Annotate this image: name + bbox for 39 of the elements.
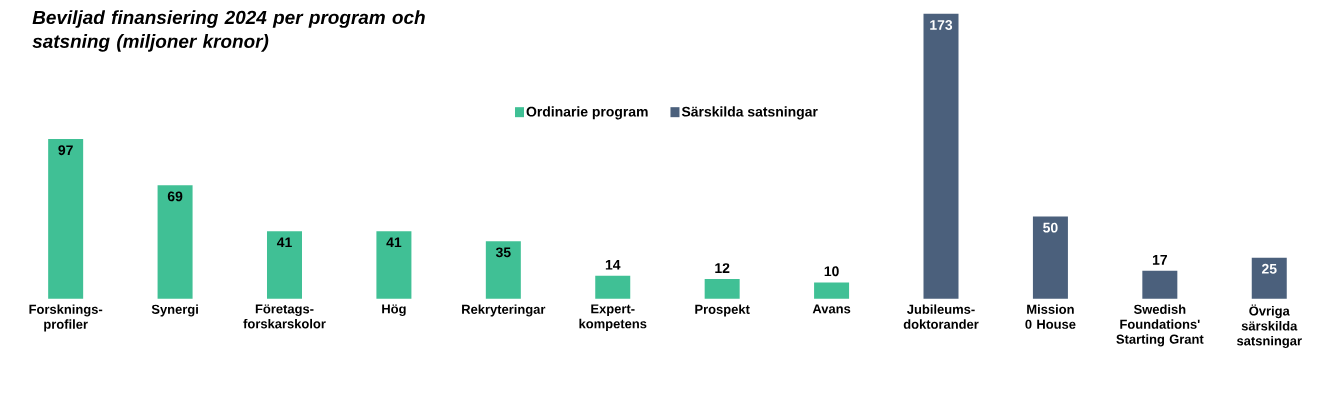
bar <box>704 279 740 299</box>
x-tick-label: Mission 0 House <box>1025 304 1076 329</box>
bar <box>485 241 521 299</box>
bar <box>376 231 412 299</box>
data-label: 50 <box>1043 222 1058 233</box>
bar <box>266 231 302 299</box>
x-tick-label: Prospekt <box>695 304 750 317</box>
data-label: 173 <box>930 20 953 30</box>
data-label: 69 <box>167 191 183 202</box>
data-label: 14 <box>605 260 621 270</box>
data-label: 10 <box>824 266 839 277</box>
bar <box>157 185 193 299</box>
x-tick-label: Forsknings-profiler <box>29 304 103 332</box>
x-tick-label: Hög <box>382 304 406 317</box>
data-label: 25 <box>1261 263 1277 274</box>
bar <box>814 282 850 299</box>
x-tick-label: Jubileums-doktorander <box>903 304 979 329</box>
x-tick-label: Avans <box>812 304 851 314</box>
x-tick-label: Företags-forskarskolor <box>243 304 326 329</box>
legend-label: Särskilda satsningar <box>681 106 818 120</box>
bar <box>1142 270 1178 299</box>
x-tick-label: Synergi <box>151 304 198 317</box>
bar <box>48 139 84 299</box>
bar <box>595 275 631 299</box>
data-label: 12 <box>715 263 730 273</box>
data-label: 35 <box>495 247 511 258</box>
x-tick-label: Övriga särskilda satsningar <box>1236 304 1302 349</box>
data-label: 41 <box>276 237 292 248</box>
data-label: 17 <box>1152 255 1167 265</box>
data-label: 97 <box>58 145 73 156</box>
x-tick-label: Expert-kompetens <box>579 304 647 331</box>
chart-title: Beviljad finansiering 2024 per program och satsning (miljoner kronor) <box>32 10 425 52</box>
x-tick-label: Swedish Foundations' Starting Grant <box>1116 304 1204 347</box>
bar <box>923 13 959 299</box>
bar <box>1251 257 1287 299</box>
bar <box>1032 216 1068 299</box>
data-label: 41 <box>386 237 402 248</box>
legend-label: Ordinarie program <box>526 106 648 120</box>
x-tick-label: Rekryteringar <box>462 304 546 317</box>
